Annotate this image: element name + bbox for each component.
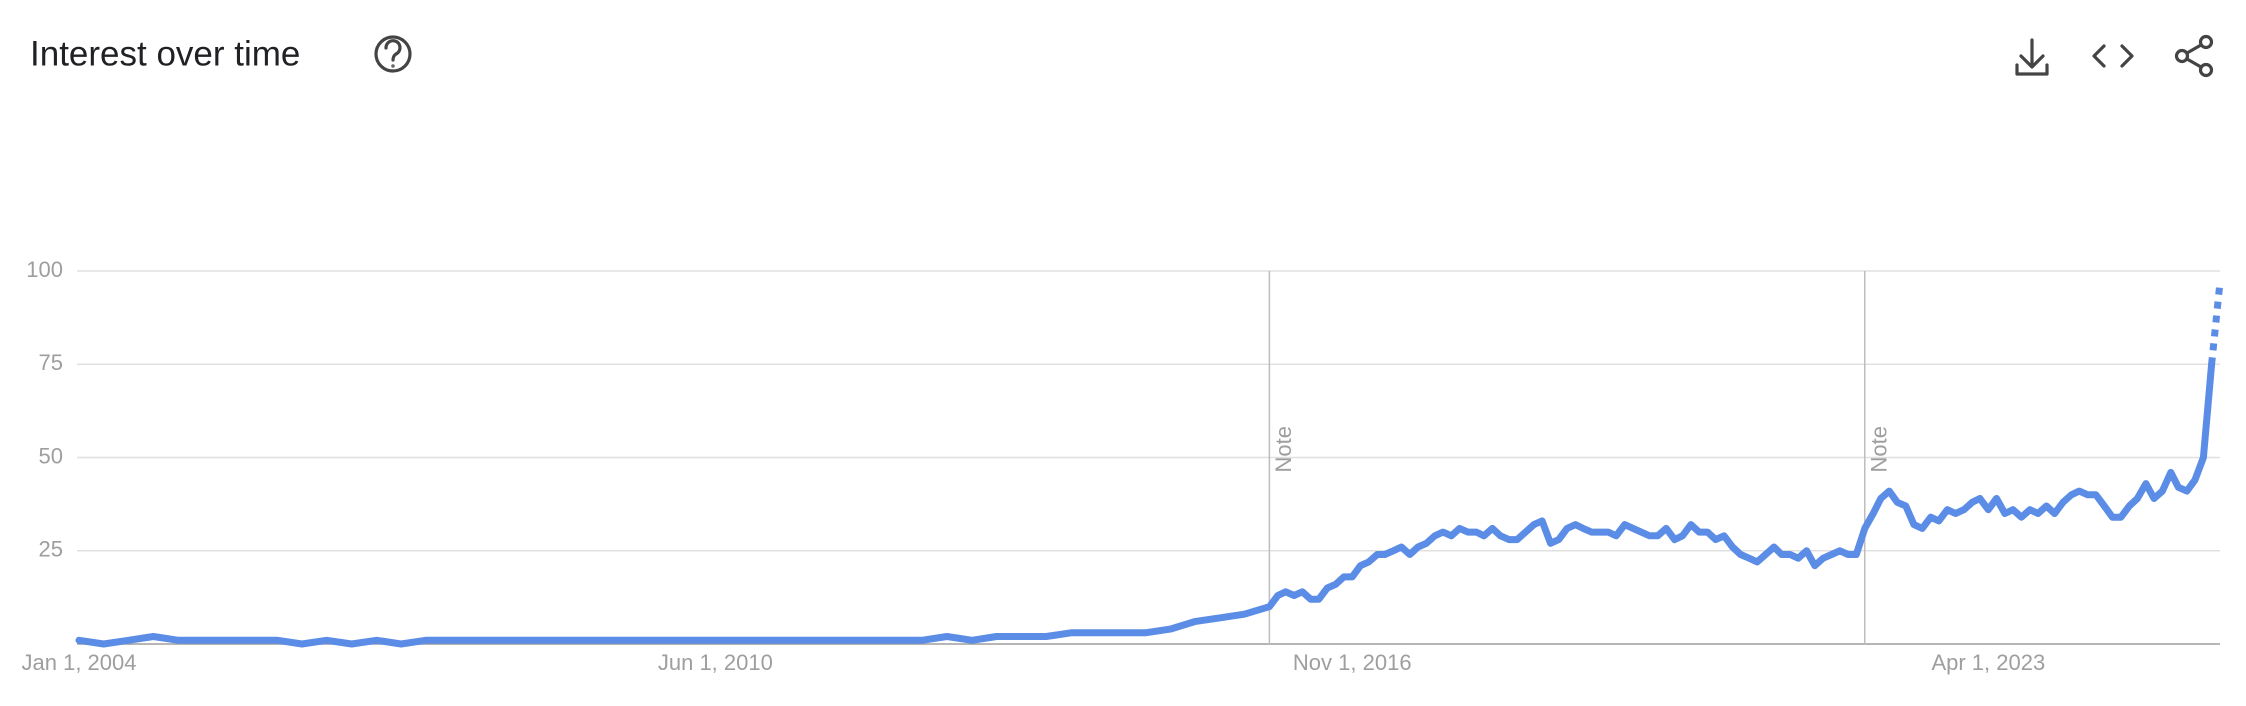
- x-tick-label: Jun 1, 2010: [658, 650, 773, 675]
- note-label: Note: [1271, 426, 1296, 472]
- download-button[interactable]: [2015, 38, 2049, 76]
- embed-button[interactable]: [2092, 44, 2134, 68]
- x-tick-label: Jan 1, 2004: [22, 650, 137, 675]
- y-tick-label: 75: [39, 350, 63, 375]
- share-button[interactable]: [2174, 34, 2214, 78]
- trend-line: [75, 360, 2216, 648]
- partial-segment: [2208, 281, 2224, 365]
- x-tick-label: Apr 1, 2023: [1931, 650, 2045, 675]
- x-tick-label: Nov 1, 2016: [1293, 650, 1412, 675]
- chart-title: Interest over time: [30, 34, 300, 73]
- y-tick-label: 50: [39, 443, 63, 468]
- note-label: Note: [1867, 426, 1892, 472]
- y-tick-label: 25: [39, 537, 63, 562]
- y-tick-label: 100: [26, 257, 63, 282]
- help-icon[interactable]: [374, 35, 412, 73]
